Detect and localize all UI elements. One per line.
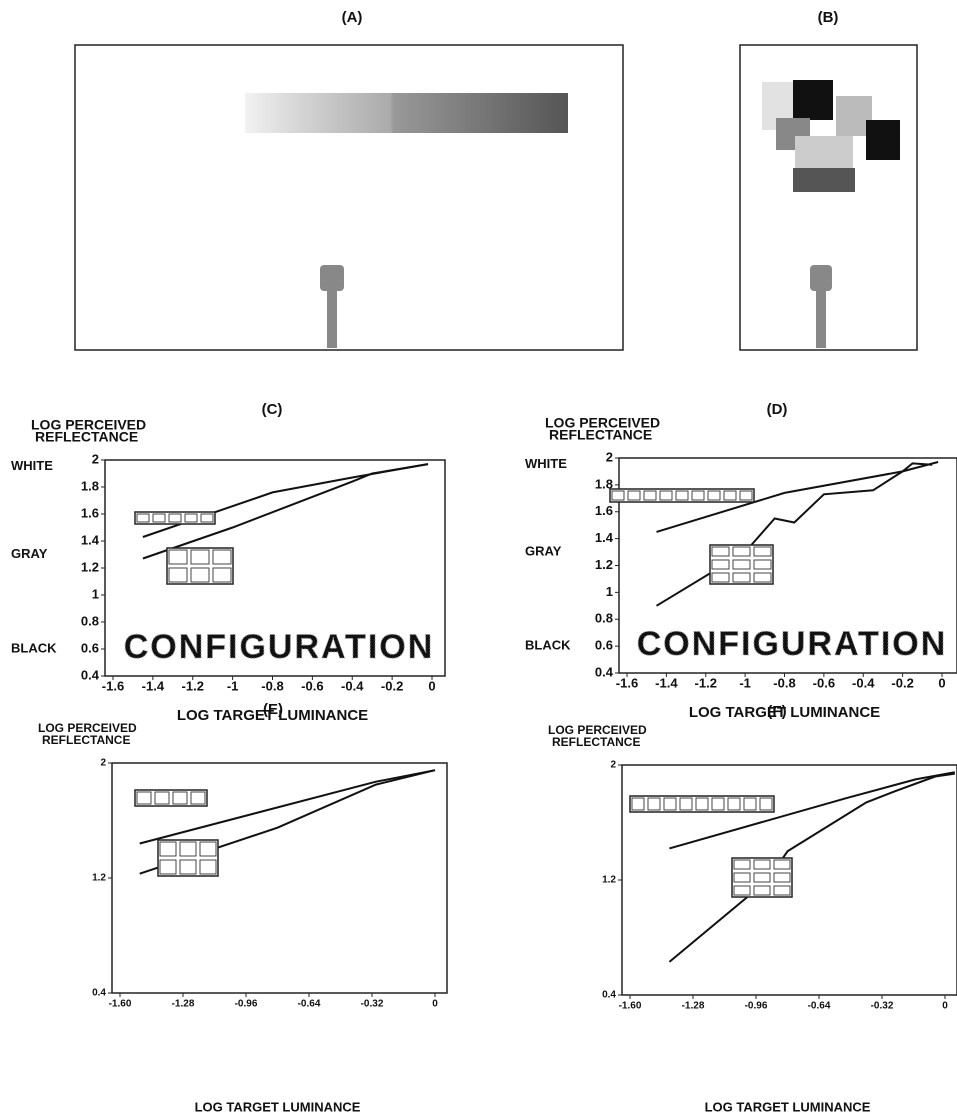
panel-label: (A) bbox=[342, 9, 363, 26]
chart-title: (E) bbox=[263, 701, 283, 718]
y-tick-label: 0.8 bbox=[595, 611, 613, 626]
y-tick-label: 1 bbox=[606, 584, 613, 599]
y-tick-label: 0.4 bbox=[602, 990, 616, 1001]
x-tick-label: 0 bbox=[942, 1001, 948, 1012]
x-tick-label: -0.32 bbox=[361, 999, 384, 1010]
axis-annotation: WHITE bbox=[11, 458, 53, 473]
legend-icon bbox=[167, 548, 233, 584]
x-tick-label: -0.6 bbox=[813, 675, 835, 690]
watermark: CONFIGURATION bbox=[637, 625, 948, 663]
y-tick-label: 2 bbox=[606, 449, 613, 464]
x-tick-label: 0 bbox=[938, 675, 945, 690]
y-tick-label: 0.6 bbox=[81, 640, 99, 655]
x-tick-label: -0.6 bbox=[301, 678, 323, 693]
x-tick-label: -1.4 bbox=[655, 675, 678, 690]
y-tick-label: 0.4 bbox=[92, 988, 106, 999]
x-tick-label: 0 bbox=[428, 678, 435, 693]
y-axis-title: REFLECTANCE bbox=[42, 733, 130, 747]
axis-annotation: BLACK bbox=[525, 638, 571, 653]
mondrian bbox=[762, 80, 900, 192]
x-tick-label: -0.64 bbox=[298, 999, 321, 1010]
y-tick-label: 2 bbox=[610, 760, 616, 771]
x-axis-title: LOG TARGET LUMINANCE bbox=[195, 1099, 361, 1114]
stimulus-frame bbox=[75, 45, 623, 350]
x-tick-label: -1.28 bbox=[682, 1001, 705, 1012]
chart-title: (F) bbox=[767, 703, 786, 720]
y-tick-label: 0.4 bbox=[595, 664, 614, 679]
legend-icon bbox=[710, 545, 773, 584]
axis-annotation: BLACK bbox=[11, 640, 57, 655]
x-tick-label: -1.6 bbox=[102, 678, 124, 693]
x-tick-label: -0.8 bbox=[773, 675, 795, 690]
y-tick-label: 1.6 bbox=[81, 505, 99, 520]
axis-annotation: WHITE bbox=[525, 456, 567, 471]
x-tick-label: -0.32 bbox=[871, 1001, 894, 1012]
x-tick-label: -0.2 bbox=[891, 675, 913, 690]
y-tick-label: 1.6 bbox=[595, 503, 613, 518]
axis-annotation: GRAY bbox=[11, 546, 48, 561]
gradient-staircase bbox=[245, 93, 568, 133]
y-axis-title: REFLECTANCE bbox=[35, 429, 138, 445]
y-tick-label: 1.4 bbox=[81, 532, 100, 547]
chart-title: (D) bbox=[767, 401, 788, 418]
x-tick-label: 0 bbox=[432, 999, 438, 1010]
y-tick-label: 0.4 bbox=[81, 667, 100, 682]
x-tick-label: -0.4 bbox=[341, 678, 364, 693]
y-tick-label: 1.2 bbox=[602, 875, 616, 886]
watermark: CONFIGURATION bbox=[124, 628, 435, 666]
y-tick-label: 1.4 bbox=[595, 530, 614, 545]
axis-annotation: GRAY bbox=[525, 544, 562, 559]
y-tick-label: 1 bbox=[92, 586, 99, 601]
figure: (A) (B) (C)LOG PERCEIVEDREFLECTANCELOG T… bbox=[0, 0, 957, 1117]
legend-icon bbox=[732, 858, 792, 897]
y-tick-label: 0.6 bbox=[595, 638, 613, 653]
x-tick-label: -0.8 bbox=[261, 678, 283, 693]
x-tick-label: -0.64 bbox=[808, 1001, 831, 1012]
y-tick-label: 2 bbox=[92, 451, 99, 466]
y-tick-label: 1.2 bbox=[595, 557, 613, 572]
x-tick-label: -0.96 bbox=[745, 1001, 768, 1012]
y-tick-label: 1.2 bbox=[81, 559, 99, 574]
x-tick-label: -1 bbox=[227, 678, 239, 693]
x-tick-label: -1.2 bbox=[695, 675, 717, 690]
x-tick-label: -1.28 bbox=[172, 999, 195, 1010]
panel-label: (B) bbox=[818, 9, 839, 26]
y-axis-title: REFLECTANCE bbox=[549, 427, 652, 443]
pedestal bbox=[810, 265, 832, 291]
y-tick-label: 2 bbox=[100, 758, 106, 769]
pedestal bbox=[816, 291, 826, 348]
chart-title: (C) bbox=[262, 401, 283, 418]
y-tick-label: 1.2 bbox=[92, 873, 106, 884]
x-tick-label: -1 bbox=[739, 675, 751, 690]
y-axis-title: REFLECTANCE bbox=[552, 735, 640, 749]
series-line bbox=[143, 464, 428, 537]
x-tick-label: -1.6 bbox=[616, 675, 638, 690]
legend-icon bbox=[158, 840, 218, 876]
x-tick-label: -0.96 bbox=[235, 999, 258, 1010]
x-tick-label: -1.60 bbox=[619, 1001, 642, 1012]
x-tick-label: -1.2 bbox=[182, 678, 204, 693]
series-line bbox=[657, 463, 933, 605]
pedestal bbox=[320, 265, 344, 291]
x-axis-title: LOG TARGET LUMINANCE bbox=[705, 1099, 871, 1114]
x-tick-label: -1.60 bbox=[109, 999, 132, 1010]
y-tick-label: 0.8 bbox=[81, 613, 99, 628]
x-tick-label: -0.2 bbox=[381, 678, 403, 693]
y-tick-label: 1.8 bbox=[81, 478, 99, 493]
x-tick-label: -1.4 bbox=[142, 678, 165, 693]
x-tick-label: -0.4 bbox=[852, 675, 875, 690]
pedestal bbox=[327, 291, 337, 348]
